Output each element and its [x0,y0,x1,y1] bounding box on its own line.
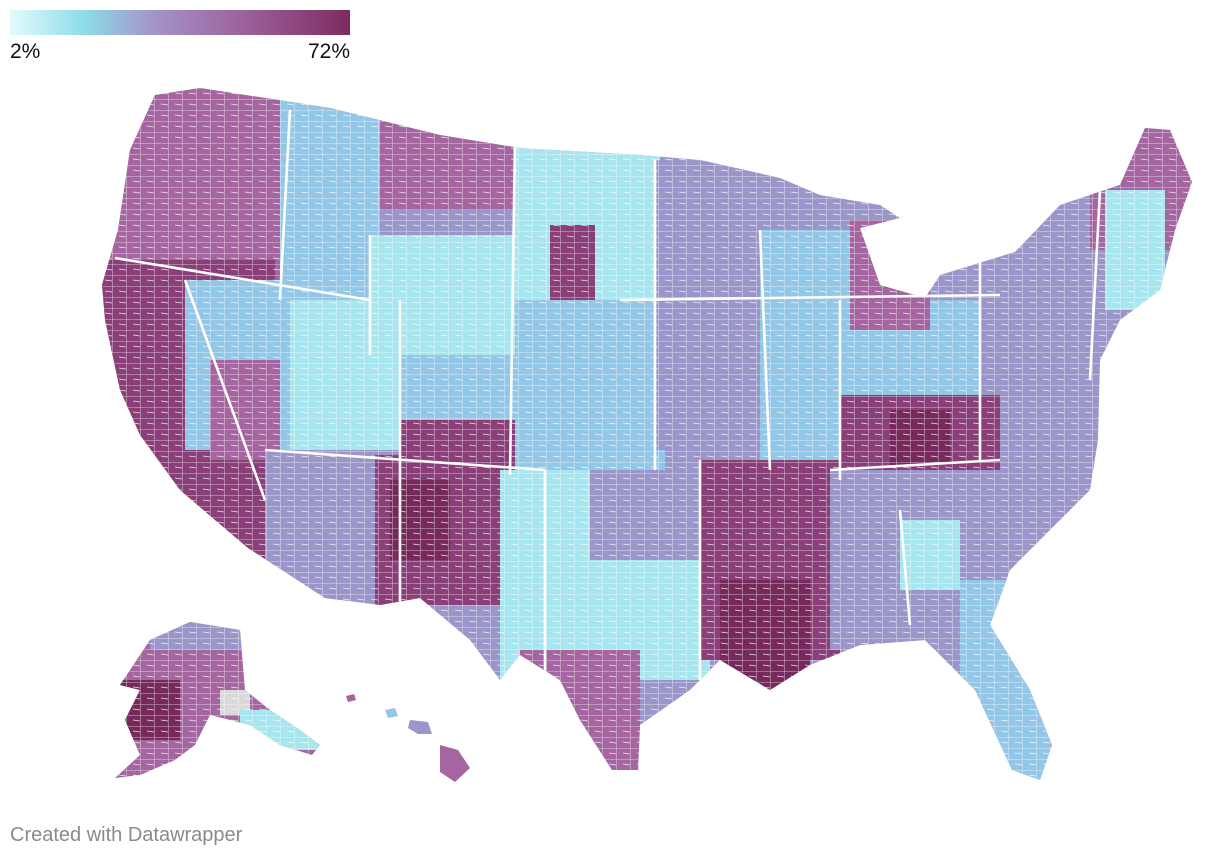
legend-max-label: 72% [307,40,350,63]
attribution-text: Created with Datawrapper [10,824,243,846]
hawaii [346,694,470,782]
county-borders [102,88,1192,780]
hawaii-kauai [346,694,356,702]
contiguous-us [102,88,1192,780]
legend: 2% 72% [10,10,350,63]
alaska-borders [115,622,320,778]
hawaii-big-island [440,745,470,782]
alaska [115,622,320,778]
hawaii-oahu [385,708,398,718]
legend-min-label: 2% [10,40,41,63]
legend-gradient-rect [10,10,350,35]
state-borders [114,109,1102,680]
legend-gradient-bar [10,10,350,35]
hawaii-maui [408,720,432,734]
